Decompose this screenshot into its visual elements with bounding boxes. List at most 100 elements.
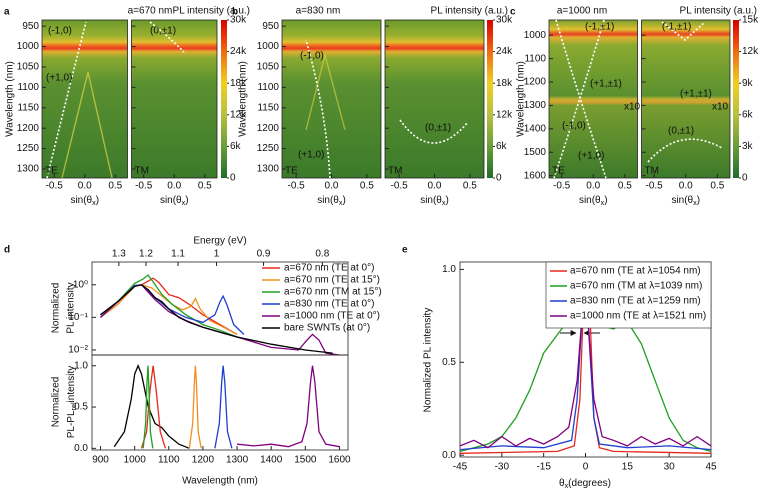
legend-label: a=670 nm (TM at λ=1039 nm) bbox=[570, 281, 702, 292]
legend-label: a=670 nm (TE at 15°) bbox=[284, 275, 380, 286]
colorbar-tick-label: 6k bbox=[230, 141, 242, 152]
y-axis-label: Normalized bbox=[51, 283, 62, 334]
panel-letter: e bbox=[402, 245, 408, 256]
heatmap-overlay: (-1,0) (0,±1) (+1,0) (-1,0) (0,±1) (+1,0) (-1,… bbox=[46, 19, 729, 336]
y-tick-label: 1050 bbox=[17, 62, 40, 73]
x-tick-label: 0 bbox=[583, 462, 589, 473]
series-line bbox=[188, 365, 202, 449]
label-subscript: x bbox=[92, 198, 96, 207]
y-axis-label: Normalized PL intensity bbox=[423, 308, 434, 413]
dispersion-trace bbox=[305, 52, 346, 131]
x2-tick-label: 0.8 bbox=[315, 249, 329, 260]
label-part: (degrees) bbox=[568, 478, 611, 489]
colorbar bbox=[487, 20, 493, 178]
colorbar-tick-label: 15k bbox=[742, 15, 759, 26]
polarization-label: TE bbox=[285, 166, 298, 177]
dotted-curve bbox=[661, 21, 706, 42]
heatmap-image bbox=[549, 20, 638, 178]
series-line bbox=[100, 274, 238, 338]
legend-label: a=1000 nm (TE at λ=1521 nm) bbox=[570, 311, 706, 322]
y-tick-label: 1.0 bbox=[442, 264, 456, 275]
legend-label: a=670 nm (TE at λ=1054 nm) bbox=[570, 266, 701, 277]
colorbar-tick-label: 3k bbox=[742, 141, 754, 152]
y-tick-label: 1100 bbox=[524, 53, 546, 64]
axis-label: PL-PLrelintensity bbox=[66, 366, 78, 438]
label-part: sin(θ bbox=[579, 195, 601, 206]
mode-annotation: (+1,±1) bbox=[590, 79, 622, 90]
x-tick-label: 30 bbox=[664, 462, 676, 473]
colorbar-tick-label: 0 bbox=[230, 173, 236, 184]
x2-tick-label: 1 bbox=[214, 249, 220, 260]
x-axis-label: Wavelength (nm) bbox=[182, 476, 258, 487]
series-line bbox=[237, 365, 340, 448]
series-line bbox=[140, 365, 167, 449]
x-tick-label: 0.5 bbox=[463, 181, 477, 192]
x-tick-label: 0.0 bbox=[167, 181, 181, 192]
polarization-label: TM bbox=[388, 166, 402, 177]
dotted-curve bbox=[149, 21, 185, 53]
colorbar-tick-label: 24k bbox=[230, 46, 247, 57]
axis-label: sin(θx) bbox=[70, 195, 99, 207]
x-tick-label: -0.5 bbox=[646, 181, 664, 192]
legend-label: bare SWNTs (at 0°) bbox=[284, 323, 370, 334]
legend-label: a=830 nm (TE at λ=1259 nm) bbox=[570, 296, 701, 307]
y-axis-label: PL intensity bbox=[66, 282, 77, 333]
y-tick-label: 1100 bbox=[257, 82, 279, 93]
colorbar-tick-label: 6k bbox=[496, 141, 508, 152]
y-tick-label: 10⁻² bbox=[68, 345, 88, 356]
mode-annotation: (-1,±1) bbox=[662, 22, 691, 33]
legend-label: a=670 nm (TM at 15°) bbox=[284, 287, 382, 298]
mode-annotation: x10 bbox=[624, 102, 641, 113]
polarization-label: TE bbox=[552, 166, 565, 177]
mode-annotation: (+1,0) bbox=[578, 151, 604, 162]
colorbar-tick-label: 6k bbox=[742, 109, 754, 120]
series-line bbox=[214, 365, 233, 449]
x-tick-label: 900 bbox=[92, 455, 109, 466]
polarization-label: TM bbox=[645, 166, 659, 177]
axis-label: sin(θx) bbox=[579, 195, 608, 207]
heatmap-image bbox=[282, 20, 381, 178]
y-tick-label: 1400 bbox=[524, 123, 547, 134]
y-axis-label: Normalized bbox=[51, 377, 62, 428]
y-tick-label: 1000 bbox=[17, 41, 40, 52]
label-part: sin(θ bbox=[160, 195, 182, 206]
colorbar-tick-label: 12k bbox=[230, 109, 247, 120]
polarization-label: TE bbox=[45, 166, 58, 177]
colorbar-tick-label: 18k bbox=[496, 78, 513, 89]
legend-label: a=670 nm (TE at 0°) bbox=[284, 263, 374, 274]
x-tick-label: 1200 bbox=[192, 455, 215, 466]
label-part: ) bbox=[697, 195, 700, 206]
y-axis-label: Wavelength (nm) bbox=[5, 61, 16, 137]
y-tick-label: 10⁻¹ bbox=[68, 312, 88, 323]
colorbar-tick-label: 24k bbox=[496, 46, 513, 57]
mode-annotation: (-1,0) bbox=[562, 121, 586, 132]
colorbar-tick-label: 18k bbox=[230, 78, 247, 89]
x-tick-label: 1000 bbox=[124, 455, 147, 466]
colorbar-label: PL intensity (a.u.) bbox=[173, 6, 250, 17]
y-axis-label: Wavelength (nm) bbox=[516, 61, 527, 137]
label-part: sin(θ bbox=[317, 195, 339, 206]
label-part: ) bbox=[445, 195, 448, 206]
label-part: intensity bbox=[66, 366, 77, 403]
panel-title: a=830 nm bbox=[296, 6, 341, 17]
mode-annotation: (-1,0) bbox=[300, 51, 324, 62]
series-line bbox=[100, 277, 238, 335]
mode-annotation: (0,±1) bbox=[425, 123, 451, 134]
dispersion-trace bbox=[61, 71, 113, 179]
y-tick-label: 1050 bbox=[257, 62, 280, 73]
x-tick-label: 0.5 bbox=[618, 181, 632, 192]
legend-label: a=1000 nm (TE at 0°) bbox=[284, 311, 380, 322]
series-line bbox=[142, 365, 154, 449]
colorbar bbox=[221, 20, 227, 178]
y-tick-label: 1250 bbox=[257, 143, 280, 154]
mode-annotation: (0,±1) bbox=[668, 126, 694, 137]
y-tick-label: 1150 bbox=[17, 102, 39, 113]
label-part: ) bbox=[604, 195, 607, 206]
mode-annotation: (+1,0) bbox=[298, 150, 324, 161]
x-tick-label: 0.0 bbox=[78, 181, 92, 192]
y-tick-label: 0.0 bbox=[442, 450, 456, 461]
label-subscript: x bbox=[693, 198, 697, 207]
series-line bbox=[100, 284, 245, 335]
label-subscript: x bbox=[442, 198, 446, 207]
